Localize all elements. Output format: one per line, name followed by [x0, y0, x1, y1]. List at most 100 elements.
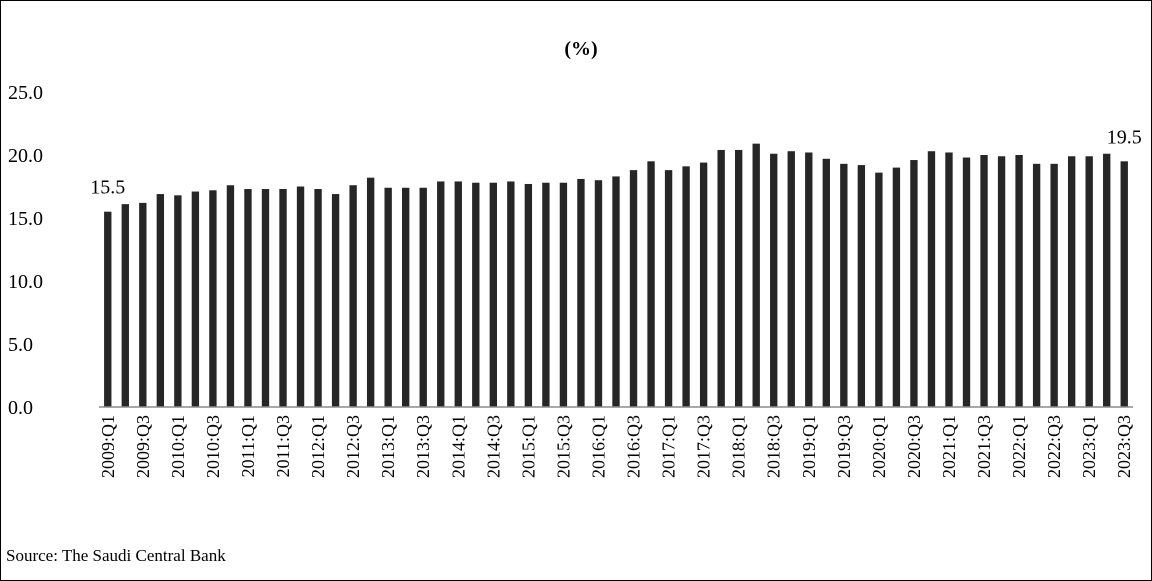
y-tick-label: 5.0 — [8, 334, 33, 356]
x-tick-label: 2009:Q3 — [133, 415, 153, 478]
x-tick-label: 2023:Q1 — [1079, 415, 1099, 478]
x-tick-label: 2012:Q3 — [343, 415, 363, 478]
data-label: 15.5 — [90, 177, 125, 199]
bar — [542, 182, 550, 407]
bar — [927, 151, 936, 407]
y-tick-label: 10.0 — [8, 271, 43, 293]
x-tick-label: 2022:Q3 — [1044, 415, 1064, 478]
x-tick-label: 2015:Q1 — [518, 415, 538, 478]
bar — [472, 182, 480, 407]
bar — [980, 155, 988, 407]
bar — [735, 149, 743, 407]
y-tick-label: 25.0 — [8, 82, 43, 104]
bar — [1120, 161, 1128, 407]
bar — [1032, 163, 1041, 407]
bar — [892, 167, 901, 407]
bar — [349, 185, 357, 407]
bar — [1103, 153, 1111, 407]
bar — [156, 194, 165, 407]
bar — [699, 162, 708, 407]
bar — [805, 152, 813, 407]
bar — [945, 152, 953, 407]
bar — [139, 202, 147, 407]
bar — [787, 151, 795, 407]
x-tick-label: 2022:Q1 — [1009, 415, 1029, 478]
bar — [875, 172, 883, 407]
x-tick-label: 2019:Q1 — [799, 415, 819, 478]
bar — [752, 143, 760, 407]
x-tick-label: 2021:Q1 — [939, 415, 959, 478]
bar — [209, 190, 217, 407]
bar — [1067, 156, 1076, 407]
bar — [647, 161, 655, 407]
source-note: Source: The Saudi Central Bank — [6, 546, 226, 565]
bar — [910, 160, 918, 407]
bar — [524, 183, 533, 407]
bar — [857, 165, 866, 407]
bar — [629, 170, 638, 407]
x-tick-label: 2020:Q3 — [904, 415, 924, 478]
x-tick-label: 2020:Q1 — [869, 415, 889, 478]
bar — [437, 181, 445, 407]
bar — [1050, 163, 1058, 407]
x-tick-label: 2018:Q1 — [729, 415, 749, 478]
bar — [612, 176, 620, 407]
bar — [454, 181, 462, 407]
bar — [577, 178, 585, 407]
x-tick-label: 2010:Q1 — [168, 415, 188, 478]
x-tick-label: 2011:Q3 — [273, 415, 293, 477]
bar — [384, 187, 392, 407]
x-tick-label: 2013:Q1 — [378, 415, 398, 478]
x-tick-label: 2010:Q3 — [203, 415, 223, 478]
x-axis-ticks: 2009:Q1 2009:Q3 2010:Q1 2010:Q3 2011:Q1 2011:… — [98, 415, 1134, 478]
bar — [261, 189, 270, 407]
bar — [296, 186, 305, 407]
data-label: 19.5 — [1107, 126, 1142, 148]
bar — [174, 195, 182, 407]
x-tick-label: 2011:Q1 — [238, 415, 258, 477]
bar — [770, 153, 778, 407]
x-tick-label: 2009:Q1 — [98, 415, 118, 478]
bar — [507, 181, 515, 407]
x-tick-label: 2016:Q1 — [588, 415, 608, 478]
x-tick-label: 2013:Q3 — [413, 415, 433, 478]
x-tick-label: 2018:Q3 — [764, 415, 784, 478]
x-tick-label: 2015:Q3 — [553, 415, 573, 478]
x-tick-label: 2019:Q3 — [834, 415, 854, 478]
bar — [489, 182, 497, 407]
bar — [682, 166, 690, 407]
chart-title: (%) — [564, 38, 597, 60]
bar — [121, 204, 129, 407]
bar — [419, 187, 427, 407]
bar — [840, 163, 848, 407]
bar — [962, 157, 971, 407]
x-tick-label: 2014:Q1 — [448, 415, 468, 478]
y-axis-ticks: 0.0 5.0 10.0 15.0 20.0 25.0 — [8, 82, 43, 419]
x-tick-label: 2016:Q3 — [624, 415, 644, 478]
x-tick-label: 2014:Q3 — [483, 415, 503, 478]
bar — [594, 180, 603, 407]
bar — [191, 191, 200, 407]
bar — [279, 189, 287, 407]
bar — [997, 156, 1006, 407]
bar — [664, 170, 673, 407]
bar — [559, 182, 568, 407]
bar — [244, 189, 252, 407]
bar — [226, 185, 235, 407]
x-tick-label: 2021:Q3 — [974, 415, 994, 478]
bar — [104, 211, 112, 407]
bars — [104, 143, 1128, 407]
x-tick-label: 2012:Q1 — [308, 415, 328, 478]
bar — [366, 177, 375, 407]
x-tick-label: 2017:Q3 — [694, 415, 714, 478]
y-tick-label: 0.0 — [8, 397, 33, 419]
y-tick-label: 20.0 — [8, 145, 43, 167]
bar — [1015, 155, 1023, 407]
x-tick-label: 2023:Q3 — [1114, 415, 1134, 478]
bar — [314, 189, 322, 407]
bar — [717, 149, 725, 407]
bar — [1085, 156, 1093, 407]
bar — [822, 158, 830, 407]
